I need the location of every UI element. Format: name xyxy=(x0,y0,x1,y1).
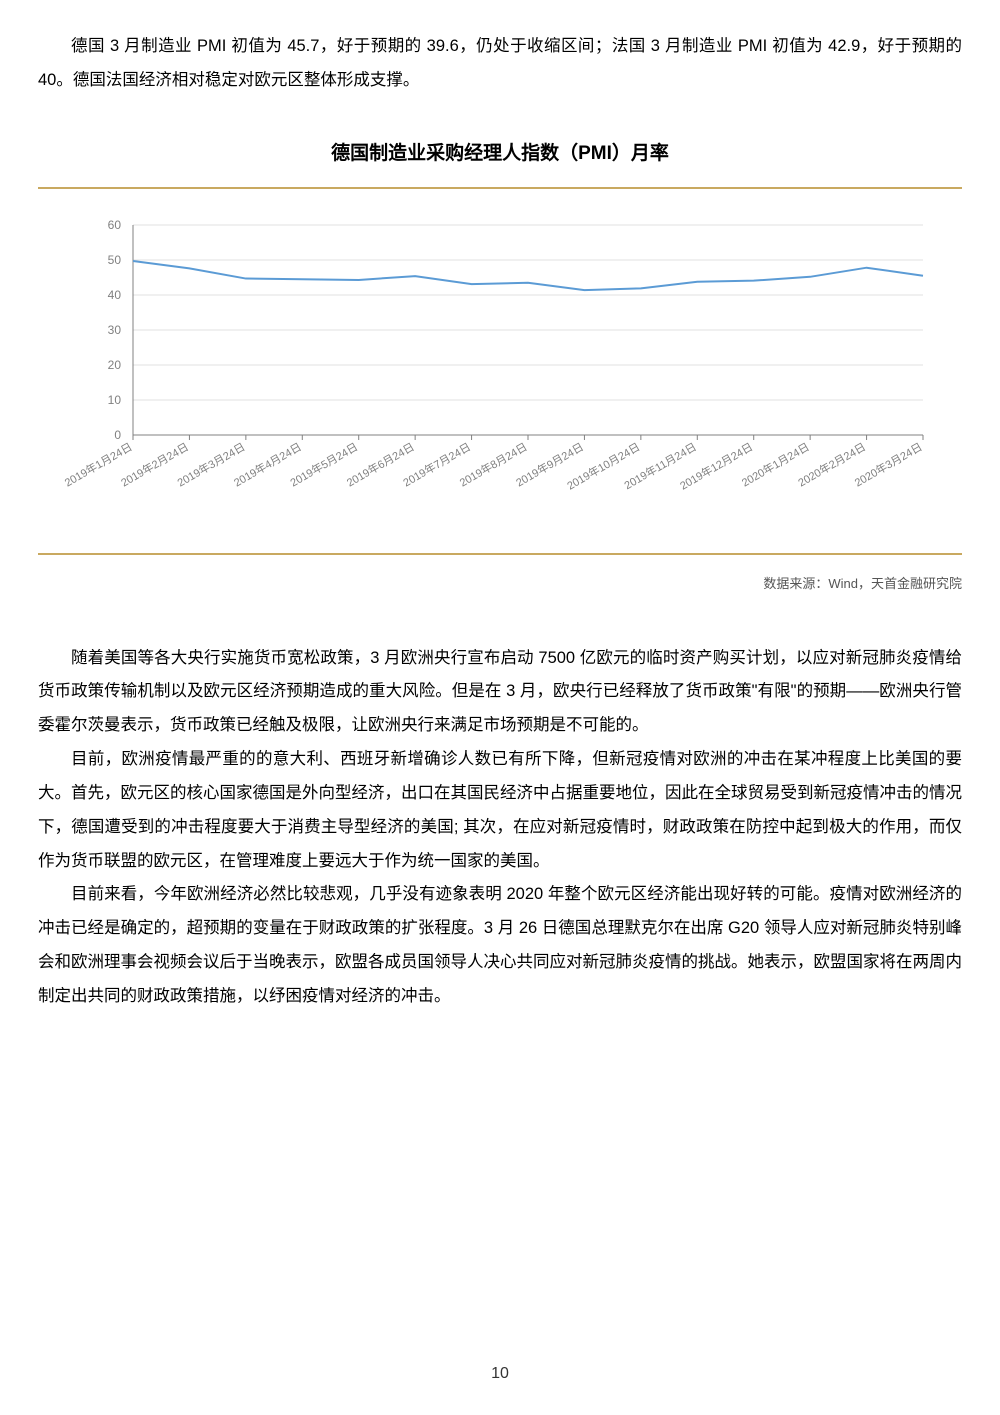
svg-text:50: 50 xyxy=(108,253,122,267)
intro-paragraph: 德国 3 月制造业 PMI 初值为 45.7，好于预期的 39.6，仍处于收缩区… xyxy=(38,30,962,98)
svg-text:10: 10 xyxy=(108,393,122,407)
chart-container: 01020304050602019年1月24日2019年2月24日2019年3月… xyxy=(38,197,962,545)
chart-title: 德国制造业采购经理人指数（PMI）月率 xyxy=(38,138,962,165)
svg-text:40: 40 xyxy=(108,288,122,302)
pmi-line-chart: 01020304050602019年1月24日2019年2月24日2019年3月… xyxy=(63,215,943,515)
svg-text:20: 20 xyxy=(108,358,122,372)
body-paragraph-2: 目前，欧洲疫情最严重的的意大利、西班牙新增确诊人数已有所下降，但新冠疫情对欧洲的… xyxy=(38,743,962,878)
body-paragraph-1: 随着美国等各大央行实施货币宽松政策，3 月欧洲央行宣布启动 7500 亿欧元的临… xyxy=(38,642,962,743)
svg-text:0: 0 xyxy=(114,428,121,442)
svg-text:30: 30 xyxy=(108,323,122,337)
accent-line-bottom xyxy=(38,553,962,555)
svg-text:60: 60 xyxy=(108,218,122,232)
page-number: 10 xyxy=(0,1365,1000,1383)
body-paragraph-3: 目前来看，今年欧洲经济必然比较悲观，几乎没有迹象表明 2020 年整个欧元区经济… xyxy=(38,878,962,1013)
data-source-label: 数据来源：Wind，天首金融研究院 xyxy=(38,573,962,592)
accent-line-top xyxy=(38,187,962,189)
